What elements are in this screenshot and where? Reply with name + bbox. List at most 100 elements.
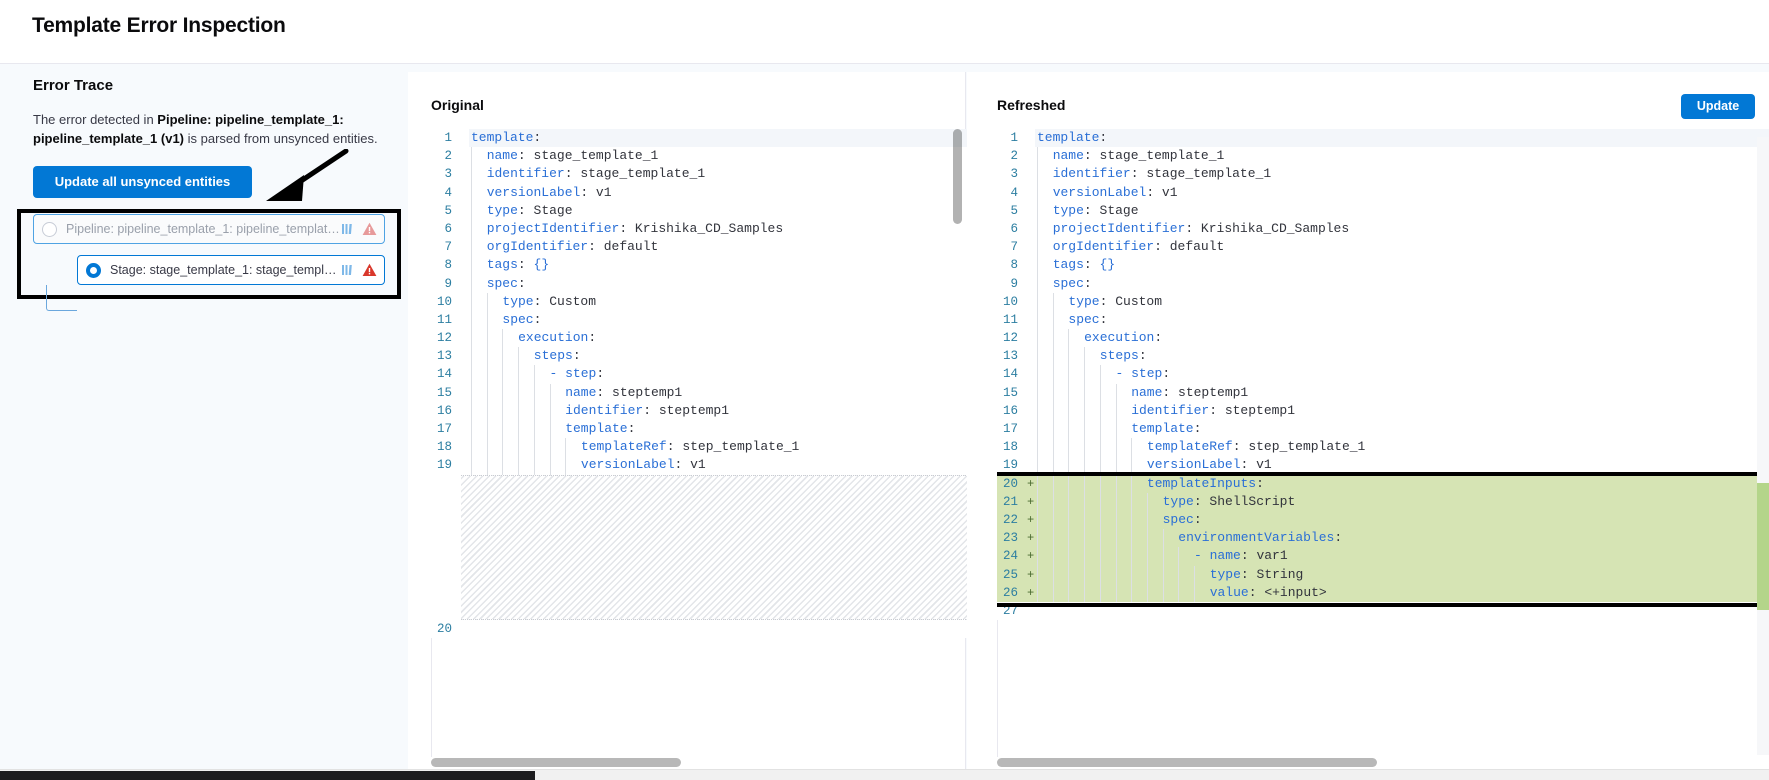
line-number: 20 (1002, 476, 1018, 491)
yaml-colon: : (1209, 402, 1218, 418)
code-line: 5 type: Stage (431, 201, 988, 220)
line-number: 16 (1002, 403, 1018, 418)
line-number: 1 (1010, 131, 1018, 145)
code-line: 6 projectIdentifier: Krishika_CD_Samples (431, 219, 988, 239)
code-tokens: - step: (550, 366, 605, 381)
code-text: name: steptemp1 (1035, 383, 1769, 402)
code-text: spec: (469, 310, 988, 330)
code-text: tags: {} (469, 256, 988, 275)
diff-gutter-mark: + (1027, 567, 1035, 582)
refreshed-horizontal-scrollbar[interactable] (997, 758, 1739, 767)
code-line: 9 spec: (997, 274, 1769, 293)
error-desc-entity: Pipeline: pipeline_template_1: pipeline_… (33, 112, 344, 146)
indent-guide (1146, 565, 1148, 584)
layers-icon[interactable] (342, 223, 353, 235)
yaml-key: spec (1052, 275, 1084, 291)
code-tokens: spec: (1053, 276, 1092, 291)
refreshed-code-editor[interactable]: 1 template: 2 name: stage_template_1 3 identi… (997, 129, 1769, 621)
tree-node-stage-icons (342, 263, 377, 277)
indent-guide (533, 365, 535, 384)
diff-gutter-mark (461, 329, 469, 347)
indent-guide (471, 420, 472, 439)
yaml-value: Stage (1091, 202, 1139, 218)
code-text: execution: (469, 329, 988, 348)
indent-guide (502, 420, 504, 439)
code-tokens: environmentVariables: (1178, 530, 1342, 545)
indent-guide (518, 401, 520, 420)
yaml-colon: : (1083, 257, 1092, 273)
stage-radio[interactable] (86, 262, 101, 278)
indent-guide (549, 456, 551, 475)
diff-gutter-mark: + (1027, 494, 1035, 509)
page-header: Template Error Inspection (0, 0, 1769, 64)
page-horizontal-scrollbar[interactable] (0, 769, 1769, 780)
yaml-key: template (1037, 130, 1100, 145)
yaml-colon: : (517, 148, 526, 164)
indent-guide (1115, 438, 1117, 457)
yaml-colon: : (1248, 584, 1257, 600)
indent-guide (1068, 401, 1070, 420)
original-vertical-scrollbar[interactable] (952, 129, 963, 749)
yaml-colon: : (533, 293, 542, 309)
code-tokens: type: ShellScript (1163, 494, 1296, 509)
indent-guide (549, 438, 551, 457)
yaml-colon: : (1240, 548, 1249, 564)
update-button[interactable]: Update (1681, 94, 1755, 119)
tree-node-pipeline[interactable]: Pipeline: pipeline_template_1: pipeline_… (33, 214, 385, 244)
yaml-colon: : (517, 202, 526, 218)
indent-guide (1115, 492, 1117, 511)
indent-guide (549, 420, 551, 439)
diff-gutter-mark (1027, 238, 1035, 256)
code-tokens: spec: (487, 276, 526, 291)
code-tokens: steps: (1100, 348, 1147, 363)
yaml-value: stage_template_1 (525, 148, 659, 164)
code-line: 18 templateRef: step_template_1 (431, 438, 988, 457)
indent-guide (1099, 510, 1101, 530)
indent-guide (502, 329, 504, 348)
code-tokens: template: (565, 421, 635, 436)
line-number: 7 (1010, 240, 1018, 255)
update-all-unsynced-entities-button[interactable]: Update all unsynced entities (33, 166, 252, 198)
yaml-colon: : (1162, 366, 1171, 382)
indent-guide (1131, 456, 1133, 475)
indent-guide (1052, 438, 1054, 457)
code-text: type: Stage (469, 201, 988, 220)
indent-guide (1099, 583, 1101, 602)
refreshed-pane: Refreshed Update 1 template: 2 name: stage_… (967, 72, 1769, 769)
indent-guide (1178, 547, 1180, 566)
code-text: type: Custom (1035, 292, 1769, 311)
code-tokens: identifier: steptemp1 (565, 403, 729, 418)
code-text: identifier: steptemp1 (469, 401, 988, 420)
pipeline-radio[interactable] (42, 221, 57, 237)
line-number: 18 (436, 440, 452, 455)
diff-gutter-mark (461, 238, 469, 256)
code-line: 8 tags: {} (431, 256, 988, 275)
indent-guide (1052, 401, 1054, 420)
indent-guide (1068, 438, 1070, 457)
indent-guide (1037, 529, 1038, 548)
indent-guide (518, 365, 520, 384)
yaml-value: steptemp1 (604, 384, 683, 400)
code-line: 10 type: Custom (997, 292, 1769, 311)
yaml-colon: : (1154, 239, 1162, 255)
diff-gutter-mark (1027, 202, 1035, 220)
code-text: identifier: stage_template_1 (469, 165, 988, 184)
code-tokens: templateRef: step_template_1 (1147, 439, 1365, 454)
code-text: type: ShellScript (1035, 492, 1769, 511)
diff-minimap[interactable] (1757, 137, 1769, 755)
yaml-key: spec (502, 311, 534, 327)
indent-guide (1099, 492, 1101, 511)
warning-triangle-icon (362, 263, 377, 276)
indent-guide (1099, 420, 1101, 439)
yaml-value: steptemp1 (1217, 402, 1296, 418)
code-line: 18 templateRef: step_template_1 (997, 438, 1769, 457)
original-horizontal-scrollbar[interactable] (431, 758, 953, 767)
indent-guide (1037, 147, 1038, 166)
original-code-editor[interactable]: 1 template: 2 name: stage_template_1 3 identi… (431, 129, 988, 639)
tree-node-stage[interactable]: Stage: stage_template_1: stage_templat..… (77, 255, 385, 285)
page-scrollbar-thumb[interactable] (0, 771, 535, 780)
line-number: 14 (1002, 367, 1018, 382)
layers-icon[interactable] (342, 264, 353, 276)
indent-guide (1052, 456, 1054, 475)
line-number: 3 (1010, 167, 1018, 182)
